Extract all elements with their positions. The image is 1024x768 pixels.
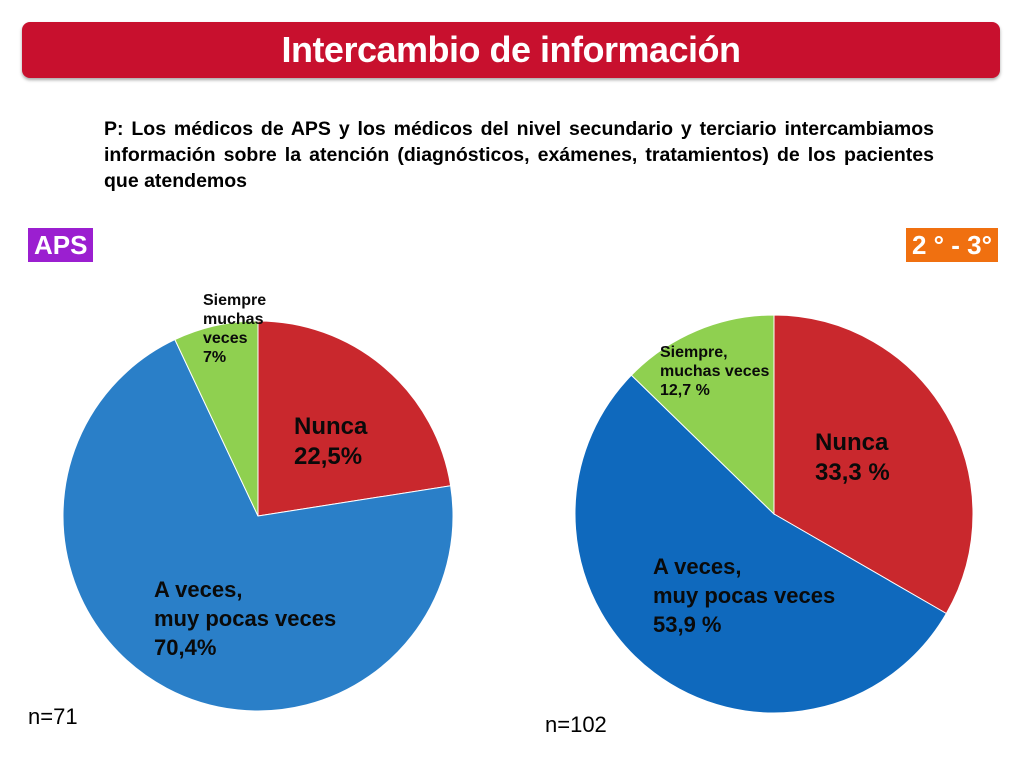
pie-chart-secondary-tertiary	[574, 314, 974, 714]
question-text: P: Los médicos de APS y los médicos del …	[104, 118, 934, 192]
page-title: Intercambio de información	[281, 29, 741, 70]
slice-label-sec-siempre: Siempre, muchas veces 12,7 %	[660, 344, 770, 399]
slice-label-aps-a-veces: A veces, muy pocas veces 70,4%	[154, 577, 337, 660]
pie-slice-a_veces	[62, 338, 454, 712]
sample-size-aps: n=71	[28, 704, 78, 729]
group-label-secondary-tertiary: 2 ° - 3°	[905, 228, 998, 262]
pie-slice-nunca	[257, 320, 452, 517]
slice-label-aps-nunca: Nunca 22,5%	[294, 413, 368, 470]
pie-slice-a_veces	[574, 374, 948, 714]
pie-slice-siempre	[174, 320, 259, 517]
pie-slice-nunca	[773, 314, 974, 615]
slice-label-sec-a-veces: A veces, muy pocas veces 53,9 %	[653, 554, 836, 637]
pie-chart-aps	[62, 320, 454, 712]
title-bar: Intercambio de información	[22, 22, 1000, 78]
sample-size-secondary-tertiary: n=102	[545, 712, 607, 737]
slice-label-sec-nunca: Nunca 33,3 %	[815, 429, 890, 486]
pie-slice-siempre	[630, 314, 775, 516]
slice-label-aps-siempre: Siempre muchas veces 7%	[203, 292, 267, 366]
group-label-aps: APS	[28, 228, 94, 262]
